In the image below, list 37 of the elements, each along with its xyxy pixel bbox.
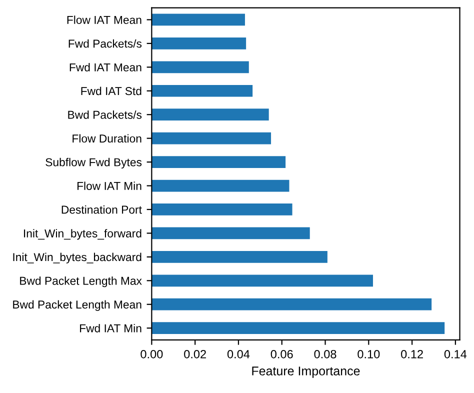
x-tick-label: 0.04 [227,350,250,358]
bar [152,250,328,263]
y-tick-label: Fwd Packets/s [68,39,142,48]
y-tick-label: Flow Duration [72,134,142,143]
y-tick-label: Bwd Packet Length Mean [13,300,142,311]
x-tick-label: 0.00 [140,350,163,358]
y-tick-label: Bwd Packet Length Max [20,276,142,288]
y-tick-label: Fwd IAT Mean [70,63,142,72]
bar [152,108,269,121]
x-tick-label: 0.12 [401,350,423,358]
x-axis-title: Feature Importance [252,366,360,378]
y-tick-label: Subflow Fwd Bytes [46,158,142,169]
y-tick-label: Fwd IAT Std [81,86,142,96]
y-tick-label: Flow IAT Min [77,182,142,190]
y-tick-label: Init_Win_bytes_backward [13,252,142,264]
y-tick-label: Fwd IAT Min [80,324,142,332]
bar [152,61,249,74]
bar [152,298,432,310]
bar [152,227,310,240]
bar [152,322,445,334]
y-tick-label: Bwd Packets/s [68,110,142,119]
x-tick-label: 0.06 [270,350,293,358]
bar [152,132,272,144]
bar [152,204,292,216]
x-tick-label: 0.10 [358,350,380,358]
y-tick-label: Init_Win_bytes_forward [24,229,142,240]
bar [152,38,246,50]
bar [152,274,373,287]
y-tick-label: Destination Port [62,205,142,214]
bar [152,84,253,97]
bar [152,180,290,192]
x-tick-label: 0.02 [184,350,206,358]
x-tick-label: 0.08 [314,350,336,358]
bar [152,14,245,26]
x-tick-label: 0.14 [444,350,467,358]
bar [152,156,286,168]
y-tick-label: Flow IAT Mean [67,16,142,24]
